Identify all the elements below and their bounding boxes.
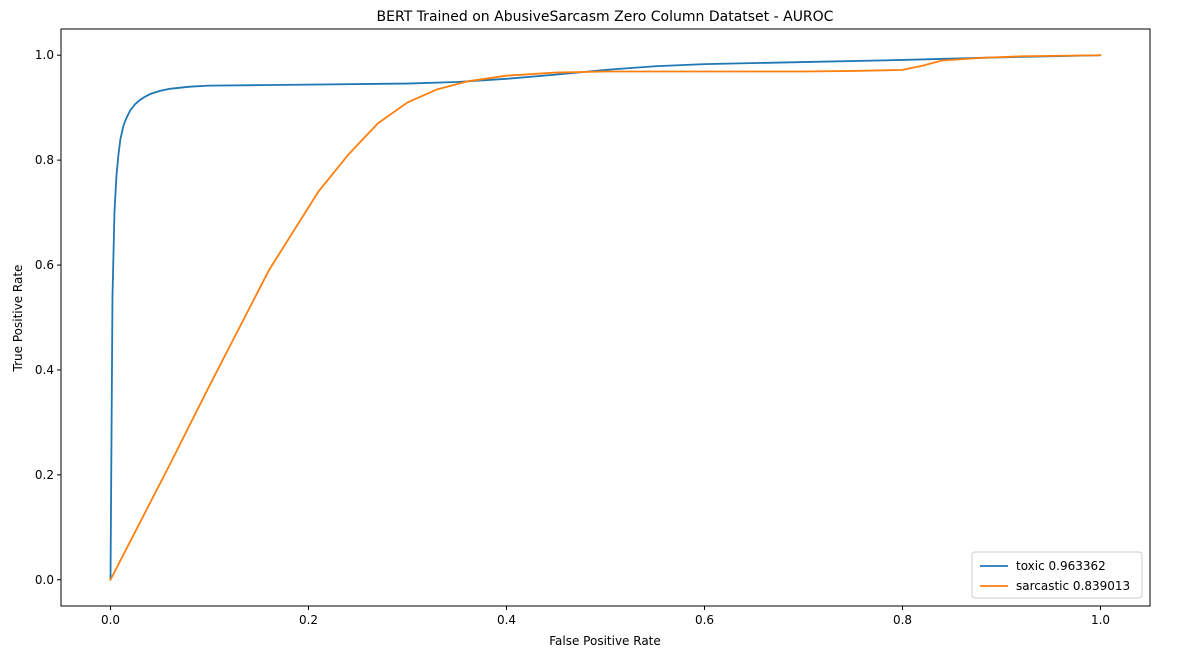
- y-tick-label: 0.2: [35, 468, 54, 482]
- chart-title: BERT Trained on AbusiveSarcasm Zero Colu…: [377, 9, 834, 25]
- series-line-toxic: [109, 54, 1102, 581]
- x-tick-label: 0.4: [497, 613, 516, 627]
- series-line-sarcastic: [109, 54, 1102, 581]
- y-tick-label: 0.6: [35, 258, 54, 272]
- y-axis-label: True Positive Rate: [11, 265, 25, 373]
- legend-label: toxic 0.963362: [1016, 559, 1106, 573]
- x-tick-label: 1.0: [1091, 613, 1110, 627]
- plot-frame: [60, 28, 1151, 607]
- y-tick-label: 0.8: [35, 153, 54, 167]
- legend-label: sarcastic 0.839013: [1016, 579, 1130, 593]
- y-tick-label: 0.0: [35, 573, 54, 587]
- x-tick-label: 0.0: [101, 613, 120, 627]
- x-tick-label: 0.6: [695, 613, 714, 627]
- x-tick-label: 0.8: [893, 613, 912, 627]
- y-tick-label: 1.0: [35, 48, 54, 62]
- legend: toxic 0.963362 sarcastic 0.839013: [971, 551, 1143, 599]
- plot-area: 0.0 0.2 0.4 0.6 0.8 1.0 0.0 0.2 0.4 0.6 0.8 1.0 toxi…: [35, 28, 1151, 627]
- legend-box: [971, 551, 1143, 599]
- y-tick-label: 0.4: [35, 363, 54, 377]
- x-axis-label: False Positive Rate: [549, 634, 661, 648]
- x-tick-label: 0.2: [299, 613, 318, 627]
